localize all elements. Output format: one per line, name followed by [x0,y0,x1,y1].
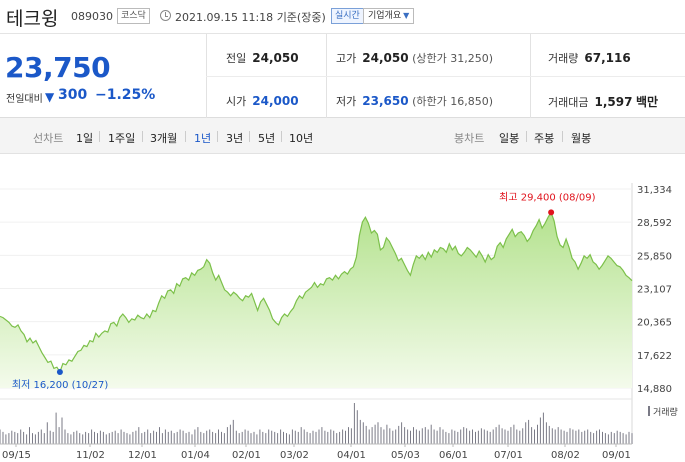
stock-name[interactable]: 테크윙 [6,8,59,30]
price-line [0,211,633,374]
low-marker [56,369,63,376]
change-label: 전일대비 [6,94,43,105]
market-badge: 코스닥 [117,8,150,24]
x-tick-label: 06/01 [439,450,468,461]
volume-value: 67,116 [584,51,631,65]
company-info-label: 기업개요 [368,11,402,21]
high-label: 최고 29,400 (08/09) [499,191,595,203]
high-label: 고가 [336,52,357,65]
datetime-text: 2021.09.15 11:18 [175,11,274,24]
candle-chart-label: 봉차트 [454,132,485,145]
quote-datetime: 2021.09.15 11:18 기준(장중) [175,9,326,25]
tab-10y[interactable]: 10년 [289,132,314,145]
change-percent: −1.25% [95,87,156,103]
low-value: 23,650 [362,94,409,108]
low-cell: 저가 23,650 (하한가 16,850) [336,93,493,109]
open-cell: 시가 24,000 [226,93,299,109]
trade-value-value: 1,597 [594,95,633,109]
low-label: 저가 [336,95,357,108]
price-chart[interactable]: 최고 29,400 (08/09) 최저 16,200 (10/27) 거래량 3… [0,154,685,462]
y-tick-label: 23,107 [637,285,672,296]
change-amount: 300 [58,87,88,103]
x-tick-label: 08/02 [551,450,580,461]
period-bar: 선차트 1일 1주일 3개월 1년 3년 5년 10년 봉차트 일봉 주봉 월봉 [0,118,685,154]
quote-panel: 23,750 전일대비 ▼ 300 −1.25% 전일 24,050 고가 24,0… [0,34,685,118]
basis-text: 기준(장중) [276,11,326,24]
tab-3m[interactable]: 3개월 [150,132,178,145]
volume-legend-label: 거래량 [653,406,678,418]
y-tick-label: 14,880 [637,384,672,395]
line-chart-label: 선차트 [33,132,64,145]
tab-5y[interactable]: 5년 [258,132,276,145]
y-tick-label: 17,622 [637,351,672,362]
x-tick-label: 12/01 [128,450,157,461]
volume-cell: 거래량 67,116 [548,50,631,66]
trade-value-label: 거래대금 [548,96,589,109]
x-tick-label: 01/04 [181,450,210,461]
open-label: 시가 [226,95,247,108]
divider [206,76,685,77]
x-tick-label: 03/02 [280,450,309,461]
x-tick-label: 04/01 [337,450,366,461]
x-tick-label: 09/15 [2,450,31,461]
divider [217,131,218,142]
price-area [0,212,632,388]
down-arrow-icon: ▼ [45,90,55,104]
high-marker [548,209,555,216]
tab-1y[interactable]: 1년 [194,132,212,145]
x-tick-label: 02/01 [232,450,261,461]
stock-header: 테크윙 089030 코스닥 2021.09.15 11:18 기준(장중) 실… [0,0,685,34]
divider [99,131,100,142]
lower-limit: (하한가 16,850) [412,95,493,108]
volume-label: 거래량 [548,52,579,65]
prev-close-label: 전일 [226,52,247,65]
prev-close-value: 24,050 [252,51,299,65]
tab-monthly[interactable]: 월봉 [571,132,592,145]
y-tick-label: 25,850 [637,251,672,262]
tab-1w[interactable]: 1주일 [108,132,136,145]
x-tick-label: 09/01 [602,450,631,461]
open-value: 24,000 [252,94,299,108]
trade-value-cell: 거래대금 1,597 백만 [548,93,658,110]
y-tick-label: 31,334 [637,185,672,196]
chevron-down-icon: ▼ [403,11,410,20]
tab-weekly[interactable]: 주봉 [534,132,555,145]
prev-close-cell: 전일 24,050 [226,50,299,66]
realtime-button[interactable]: 실시간 [331,8,364,24]
clock-icon [160,10,171,21]
volume-legend-swatch [648,406,650,416]
high-value: 24,050 [362,51,409,65]
tab-3y[interactable]: 3년 [226,132,244,145]
trade-value-unit: 백만 [635,95,659,109]
tab-daily[interactable]: 일봉 [499,132,520,145]
tab-1d[interactable]: 1일 [76,132,94,145]
divider [526,131,527,142]
upper-limit: (상한가 31,250) [412,52,493,65]
divider [562,131,563,142]
x-tick-label: 11/02 [76,450,105,461]
current-price: 23,750 [5,51,111,84]
high-cell: 고가 24,050 (상한가 31,250) [336,50,493,66]
y-tick-label: 20,365 [637,318,672,329]
divider [249,131,250,142]
divider [185,131,186,142]
y-tick-label: 28,592 [637,218,672,229]
low-label: 최저 16,200 (10/27) [12,379,108,391]
company-info-dropdown[interactable]: 기업개요 ▼ [363,8,415,24]
x-tick-label: 07/01 [494,450,523,461]
stock-code: 089030 [71,10,113,23]
x-tick-label: 05/03 [391,450,420,461]
divider [281,131,282,142]
divider [142,131,143,142]
